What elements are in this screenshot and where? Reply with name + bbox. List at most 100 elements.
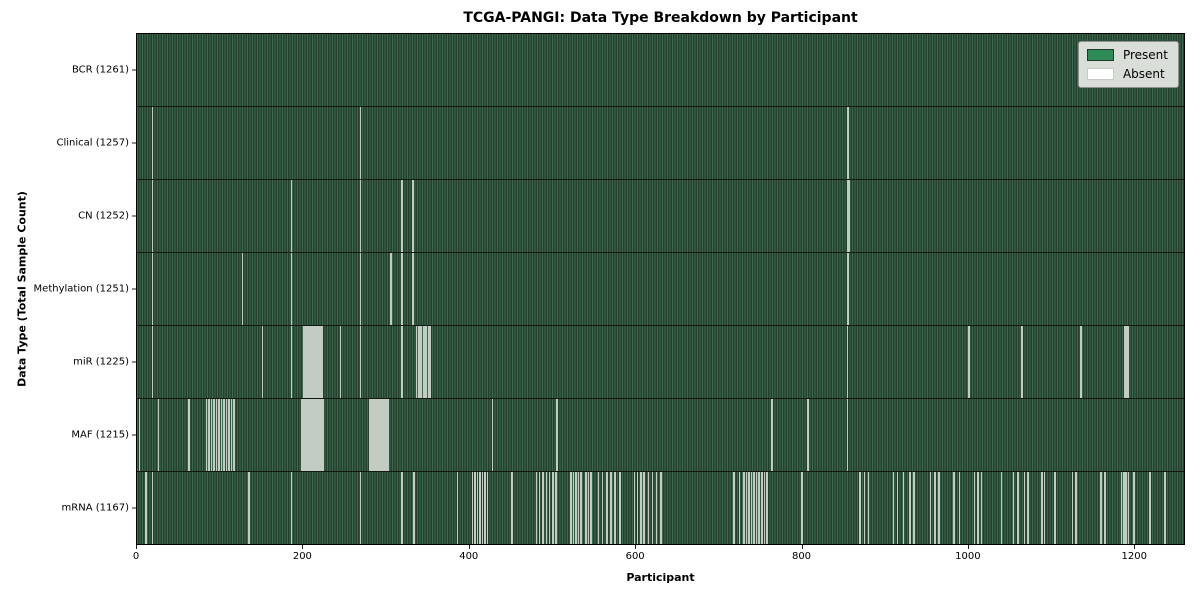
absent-marker — [1124, 472, 1126, 544]
legend-label-absent: Absent — [1122, 67, 1165, 81]
absent-marker — [846, 326, 849, 398]
absent-marker — [261, 326, 264, 398]
absent-marker — [230, 399, 233, 471]
y-tick-label: Clinical (1257) — [56, 137, 130, 149]
absent-marker — [738, 472, 741, 544]
absent-marker — [913, 472, 915, 544]
absent-marker — [733, 472, 735, 544]
chart-title: TCGA-PANGI: Data Type Breakdown by Parti… — [463, 10, 858, 26]
absent-marker — [902, 472, 905, 544]
x-tick-label: 400 — [459, 551, 479, 562]
absent-marker — [225, 399, 228, 471]
absent-marker — [846, 180, 849, 252]
absent-marker — [896, 472, 899, 544]
absent-marker — [807, 399, 809, 471]
absent-marker — [1127, 472, 1130, 544]
absent-marker — [290, 253, 293, 325]
legend-item-absent: Absent — [1086, 67, 1168, 81]
absent-marker — [215, 399, 218, 471]
absent-marker — [321, 326, 323, 398]
absent-marker — [1043, 472, 1046, 544]
absent-marker — [1054, 472, 1056, 544]
absent-marker — [934, 472, 936, 544]
absent-marker — [590, 472, 592, 544]
absent-marker — [322, 399, 325, 471]
absent-marker — [308, 399, 310, 471]
absent-marker — [1071, 472, 1074, 544]
absent-marker — [1017, 472, 1019, 544]
absent-marker — [205, 399, 208, 471]
y-tick-mark — [132, 507, 136, 509]
absent-marker — [471, 472, 474, 544]
absent-marker — [316, 399, 318, 471]
x-tick-label: 200 — [292, 551, 312, 562]
absent-marker — [610, 472, 612, 544]
absent-marker — [314, 326, 317, 398]
absent-marker — [606, 472, 608, 544]
heatmap-row-methylation — [137, 252, 1184, 325]
absent-marker — [577, 472, 580, 544]
absent-marker — [303, 326, 305, 398]
absent-marker — [145, 472, 147, 544]
absent-marker — [640, 472, 642, 544]
absent-marker — [968, 326, 970, 398]
absent-marker — [208, 399, 210, 471]
absent-marker — [867, 472, 870, 544]
absent-marker — [846, 253, 849, 325]
absent-marker — [369, 399, 371, 471]
absent-marker — [1122, 472, 1125, 544]
absent-marker — [151, 107, 154, 179]
absent-marker — [847, 253, 850, 325]
absent-marker — [1125, 472, 1128, 544]
absent-marker — [321, 399, 323, 471]
absent-marker — [585, 472, 587, 544]
absent-marker — [309, 399, 312, 471]
absent-marker — [479, 472, 481, 544]
absent-marker — [427, 326, 430, 398]
y-tick-mark — [132, 142, 136, 144]
absent-marker — [228, 399, 230, 471]
absent-marker — [372, 399, 375, 471]
absent-marker — [188, 399, 190, 471]
absent-marker — [511, 472, 513, 544]
absent-marker — [220, 399, 223, 471]
absent-marker — [218, 399, 220, 471]
absent-marker — [1000, 472, 1002, 544]
absent-marker — [1126, 326, 1129, 398]
absent-marker — [859, 472, 861, 544]
absent-marker — [415, 326, 418, 398]
absent-marker — [587, 472, 590, 544]
absent-marker — [1021, 326, 1023, 398]
absent-marker — [552, 472, 554, 544]
x-tick-mark — [1134, 545, 1136, 549]
absent-marker — [1104, 472, 1106, 544]
absent-marker — [847, 107, 850, 179]
absent-marker — [319, 399, 322, 471]
plot-area: Present Absent — [136, 33, 1185, 545]
x-tick-label: 800 — [791, 551, 812, 562]
absent-marker — [570, 472, 572, 544]
absent-marker — [601, 472, 604, 544]
heatmap-row-maf — [137, 398, 1184, 471]
x-tick-mark — [967, 545, 969, 549]
absent-marker — [303, 399, 305, 471]
absent-marker — [1120, 472, 1123, 544]
absent-marker — [304, 399, 307, 471]
absent-marker — [210, 399, 213, 471]
absent-marker — [425, 326, 428, 398]
absent-marker — [412, 180, 415, 252]
absent-marker — [339, 326, 342, 398]
absent-marker — [486, 472, 489, 544]
absent-marker — [1100, 472, 1102, 544]
absent-marker — [387, 399, 390, 471]
y-tick-mark — [132, 288, 136, 290]
absent-marker — [572, 472, 575, 544]
absent-marker — [1125, 326, 1127, 398]
absent-marker — [545, 472, 547, 544]
y-tick-mark — [132, 361, 136, 363]
absent-marker — [1080, 326, 1082, 398]
absent-marker — [319, 326, 322, 398]
absent-marker — [892, 472, 895, 544]
absent-marker — [538, 472, 541, 544]
absent-marker — [1041, 472, 1043, 544]
